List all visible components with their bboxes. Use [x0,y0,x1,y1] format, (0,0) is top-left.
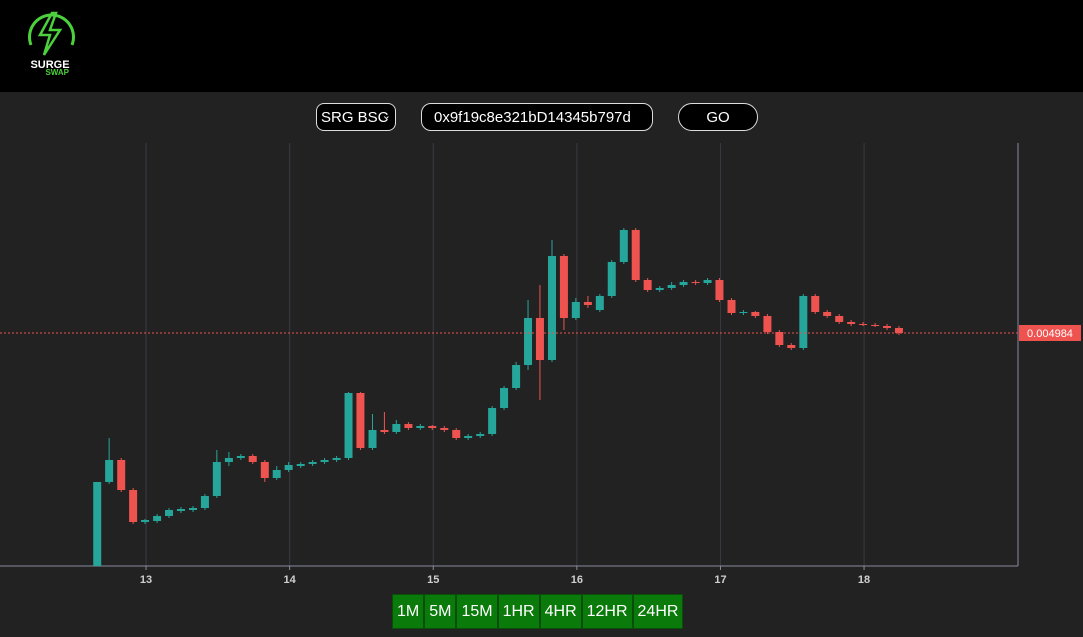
candle-body [440,428,449,430]
candle-body [667,285,676,288]
candle-body [105,460,114,482]
logo: SURGE SWAP [28,11,75,77]
candle-body [200,496,209,508]
candle-body [129,490,138,522]
candle-body [583,302,592,305]
candle-body [811,296,820,312]
candle-body [332,458,341,460]
x-tick-label: 14 [284,574,297,586]
interval-buttons: 1M 5M 15M 1HR 4HR 12HR 24HR [392,594,684,629]
logo-subtext: SWAP [45,68,69,77]
go-button[interactable]: GO [678,103,758,131]
candle-body [452,430,461,438]
last-price-tag [1019,325,1081,341]
candle-body [595,296,604,310]
candle-body [500,388,509,408]
candle-body [739,312,748,313]
plot-area: 13 14 15 16 17 18 0.004984 [0,143,1081,586]
candle-body [165,510,174,516]
candle-body [416,426,425,428]
interval-button[interactable]: 4HR [539,594,582,629]
candle-body [284,465,293,470]
candle-body [871,325,880,326]
x-tick-label: 18 [858,574,870,586]
candle-body [894,328,903,333]
candle-body [141,520,150,522]
candle-body [212,462,221,496]
candle-body [535,318,544,360]
select-arrow: ⌄ [381,110,391,122]
x-tick-label: 16 [571,574,583,586]
candle-body [272,470,281,478]
candle-body [559,256,568,318]
last-price-label: 0.004984 [1027,328,1073,340]
candle-body [631,230,640,280]
candle-body [296,464,305,466]
candle-body [392,424,401,432]
candle-body [368,430,377,448]
candle-body [93,482,102,566]
interval-button[interactable]: 24HR [632,594,684,629]
candle-body [344,393,353,458]
candle-body [883,326,892,328]
address-input[interactable]: 0x9f19c8e321bD14345b797d [421,103,653,131]
candle-body [236,456,245,458]
candle-body [224,458,233,462]
x-tick-label: 17 [714,574,726,586]
candle-body [176,509,185,511]
network-select[interactable]: SRG BSC ⌄ [316,103,396,131]
candle-body [727,300,736,313]
candle-body [512,365,521,388]
interval-button[interactable]: 15M [456,594,498,629]
candle-body [248,456,257,462]
candle-body [356,393,365,448]
candle-body [404,424,413,428]
candle-body [607,262,616,296]
candle-body [464,436,473,438]
candle-body [763,316,772,332]
candle-body [308,462,317,464]
candle-body [643,280,652,290]
candle-body [189,508,198,510]
candle-body [153,516,162,521]
logo-bolt [37,11,63,56]
candle-body [787,345,796,348]
candle-body [859,324,868,325]
candle-body [428,426,437,428]
candle-body [835,316,844,322]
candle-body [320,460,329,462]
candle-body [476,434,485,436]
candle-body [679,282,688,285]
network-label: SRG BSC [321,108,389,126]
candle-body [524,318,533,365]
candle-body [488,408,497,434]
candle-body [847,322,856,324]
candle-body [715,280,724,300]
candle-body [691,282,700,283]
candle-body [655,288,664,290]
candle-body [117,460,126,490]
candle-body [260,462,269,478]
candle-body [380,430,389,432]
candle-body [775,332,784,345]
candle-body [571,302,580,318]
interval-button[interactable]: 12HR [581,594,633,629]
candle-body [799,296,808,348]
interval-button[interactable]: 5M [424,594,457,629]
candle-body [703,280,712,283]
candle-body [619,230,628,262]
candle-body [751,312,760,316]
logo-text: SURGE [30,59,69,71]
candle-body [823,312,832,316]
interval-button[interactable]: 1M [392,594,425,629]
header-bar [0,0,1083,92]
x-tick-label: 13 [140,574,152,586]
candle-body [548,256,557,360]
x-tick-label: 15 [427,574,439,586]
interval-button[interactable]: 1HR [497,594,540,629]
